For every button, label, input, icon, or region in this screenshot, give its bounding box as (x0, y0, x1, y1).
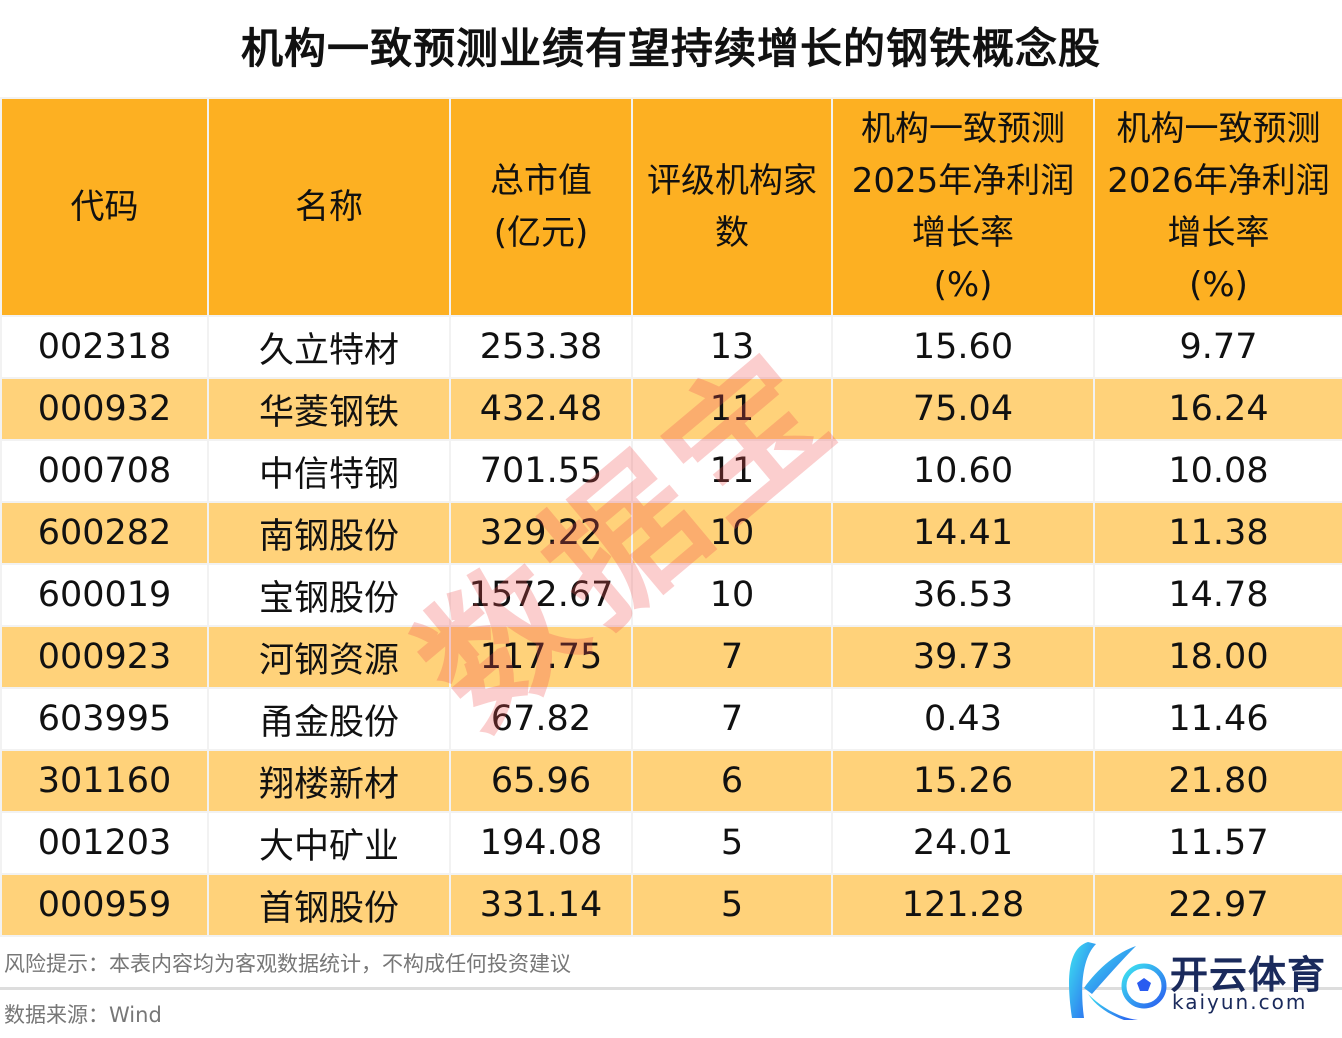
table-cell: 翔楼新材 (207, 749, 451, 813)
table-cell: 华菱钢铁 (207, 377, 451, 441)
column-header: 评级机构家 数 (631, 97, 833, 317)
table-cell: 0.43 (831, 687, 1095, 751)
logo-text-cn: 开云体育 (1170, 953, 1327, 997)
table-row: 301160 翔楼新材 65.96 6 15.26 21.80 (0, 749, 1342, 813)
table-cell: 301160 (0, 749, 209, 813)
table-cell: 久立特材 (207, 315, 451, 379)
table-cell: 21.80 (1093, 749, 1342, 813)
table-cell: 600019 (0, 563, 209, 627)
table-cell: 11.46 (1093, 687, 1342, 751)
logo-k-ball-icon (1069, 942, 1167, 1020)
table-row: 000708 中信特钢 701.55 11 10.60 10.08 (0, 439, 1342, 503)
table-row: 000959 首钢股份 331.14 5 121.28 22.97 (0, 873, 1342, 937)
table-cell: 600282 (0, 501, 209, 565)
table-cell: 5 (631, 811, 833, 875)
table-cell: 117.75 (449, 625, 633, 689)
table-cell: 6 (631, 749, 833, 813)
table-row: 000923 河钢资源 117.75 7 39.73 18.00 (0, 625, 1342, 689)
column-header: 机构一致预测 2026年净利润 增长率 (%) (1093, 97, 1342, 317)
table-cell: 18.00 (1093, 625, 1342, 689)
column-header: 机构一致预测 2025年净利润 增长率 (%) (831, 97, 1095, 317)
table-cell: 11 (631, 439, 833, 503)
table-cell: 中信特钢 (207, 439, 451, 503)
table-cell: 10 (631, 501, 833, 565)
table-cell: 002318 (0, 315, 209, 379)
table-cell: 10.60 (831, 439, 1095, 503)
table-cell: 36.53 (831, 563, 1095, 627)
divider (0, 987, 1342, 990)
table-cell: 15.26 (831, 749, 1095, 813)
data-source: 数据来源：Wind (4, 1003, 162, 1027)
table-cell: 11 (631, 377, 833, 441)
table-cell: 75.04 (831, 377, 1095, 441)
table-cell: 331.14 (449, 873, 633, 937)
table-cell: 宝钢股份 (207, 563, 451, 627)
table-cell: 15.60 (831, 315, 1095, 379)
table-cell: 1572.67 (449, 563, 633, 627)
table-cell: 22.97 (1093, 873, 1342, 937)
table-cell: 194.08 (449, 811, 633, 875)
table-cell: 5 (631, 873, 833, 937)
table-row: 600282 南钢股份 329.22 10 14.41 11.38 (0, 501, 1342, 565)
table-cell: 9.77 (1093, 315, 1342, 379)
table-cell: 000708 (0, 439, 209, 503)
column-header: 名称 (207, 97, 451, 317)
table-cell: 7 (631, 625, 833, 689)
table-cell: 14.78 (1093, 563, 1342, 627)
table-cell: 14.41 (831, 501, 1095, 565)
table-cell: 701.55 (449, 439, 633, 503)
table-cell: 65.96 (449, 749, 633, 813)
page-title: 机构一致预测业绩有望持续增长的钢铁概念股 (240, 24, 1101, 73)
stock-table: 代码 名称 总市值 (亿元) 评级机构家 数机构一致预测 2025年净利润 增长率 (… (0, 97, 1342, 937)
risk-disclaimer: 风险提示：本表内容均为客观数据统计，不构成任何投资建议 (4, 952, 571, 976)
table-header-row: 代码 名称 总市值 (亿元) 评级机构家 数机构一致预测 2025年净利润 增长率 (… (0, 97, 1342, 317)
table-cell: 南钢股份 (207, 501, 451, 565)
table-cell: 10.08 (1093, 439, 1342, 503)
table-row: 603995 甬金股份 67.82 7 0.43 11.46 (0, 687, 1342, 751)
column-header: 总市值 (亿元) (449, 97, 633, 317)
table-cell: 432.48 (449, 377, 633, 441)
logo-text-en: kaiyun.com (1172, 990, 1308, 1014)
table-cell: 11.38 (1093, 501, 1342, 565)
kaiyun-logo: 开云体育 kaiyun.com (1058, 938, 1342, 1022)
table-cell: 329.22 (449, 501, 633, 565)
table-cell: 67.82 (449, 687, 633, 751)
table-row: 600019 宝钢股份 1572.67 10 36.53 14.78 (0, 563, 1342, 627)
table-cell: 121.28 (831, 873, 1095, 937)
table-row: 002318 久立特材 253.38 13 15.60 9.77 (0, 315, 1342, 379)
table-cell: 首钢股份 (207, 873, 451, 937)
table-cell: 253.38 (449, 315, 633, 379)
table-cell: 大中矿业 (207, 811, 451, 875)
column-header: 代码 (0, 97, 209, 317)
table-cell: 000959 (0, 873, 209, 937)
table-cell: 16.24 (1093, 377, 1342, 441)
table-cell: 13 (631, 315, 833, 379)
table-row: 001203 大中矿业 194.08 5 24.01 11.57 (0, 811, 1342, 875)
table-cell: 11.57 (1093, 811, 1342, 875)
table-cell: 603995 (0, 687, 209, 751)
table-row: 000932 华菱钢铁 432.48 11 75.04 16.24 (0, 377, 1342, 441)
table-cell: 001203 (0, 811, 209, 875)
table-cell: 39.73 (831, 625, 1095, 689)
table-cell: 7 (631, 687, 833, 751)
table-cell: 10 (631, 563, 833, 627)
table-cell: 甬金股份 (207, 687, 451, 751)
table-cell: 000923 (0, 625, 209, 689)
table-cell: 河钢资源 (207, 625, 451, 689)
table-cell: 000932 (0, 377, 209, 441)
table-cell: 24.01 (831, 811, 1095, 875)
